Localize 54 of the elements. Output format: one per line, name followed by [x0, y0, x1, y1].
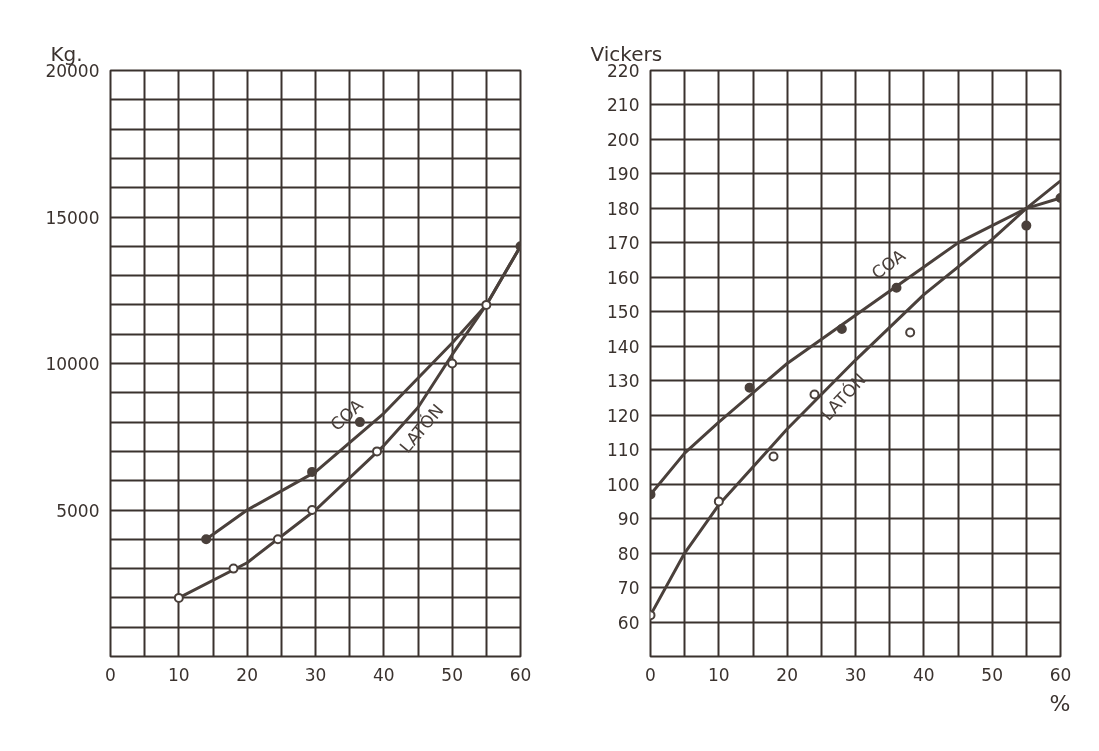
point: [905, 327, 916, 338]
y-tick-label: 140: [607, 336, 640, 357]
point: [372, 446, 382, 457]
x-tick-label: 50: [441, 664, 463, 685]
x-tick-label: 50: [981, 664, 1003, 685]
x-tick-label: 60: [509, 664, 532, 685]
y-tick-label: 80: [617, 543, 640, 564]
x-tick-label: 30: [304, 664, 327, 685]
y-tick-label: 130: [607, 371, 640, 392]
y-tick-label: 90: [617, 509, 640, 530]
x-tick-label: 10: [708, 664, 730, 685]
point: [744, 382, 755, 393]
point: [481, 299, 492, 310]
x-tick-label: 40: [913, 664, 935, 685]
y-tick-label: 70: [617, 578, 640, 599]
text: COA: [867, 244, 910, 284]
point: [173, 592, 184, 603]
y-tick-label: 190: [607, 164, 640, 185]
point: [228, 563, 239, 574]
point: [713, 496, 724, 507]
point: [201, 534, 212, 545]
x-tick-label: 40: [373, 664, 395, 685]
text: COA: [326, 394, 367, 435]
y-tick-label: 120: [607, 405, 640, 426]
y-tick-label: 110: [607, 440, 640, 461]
point: [272, 534, 283, 545]
point: [307, 505, 318, 515]
y-tick-label: 100: [607, 474, 640, 495]
x-tick-label: 30: [844, 664, 867, 685]
y-tick-label: 10000: [45, 354, 100, 374]
x-axis-title: %: [1049, 690, 1071, 716]
point: [307, 466, 318, 477]
x-tick-label: 0: [105, 664, 116, 685]
y-tick-label: 200: [607, 129, 640, 150]
x-tick-label: 0: [645, 664, 656, 685]
point: [891, 282, 902, 293]
y-tick-label: 210: [607, 95, 640, 116]
y-tick-label: 170: [607, 233, 640, 254]
point: [836, 324, 847, 335]
y-tick-label: 180: [607, 198, 640, 219]
x-tick-label: 20: [776, 664, 798, 685]
y-tick-label: 220: [607, 61, 640, 81]
y-tick-label: 150: [607, 302, 640, 323]
y-tick-label: 5000: [56, 500, 100, 521]
x-tick-label: 10: [168, 664, 190, 685]
y-tick-label: 160: [607, 267, 640, 288]
y-tick-label: 15000: [45, 207, 100, 228]
x-tick-label: 20: [236, 664, 258, 685]
point: [447, 358, 458, 369]
point: [809, 389, 820, 400]
point: [768, 451, 779, 462]
x-tick-label: 60: [1049, 664, 1072, 685]
point: [1021, 220, 1032, 231]
y-tick-label: 60: [617, 612, 640, 633]
